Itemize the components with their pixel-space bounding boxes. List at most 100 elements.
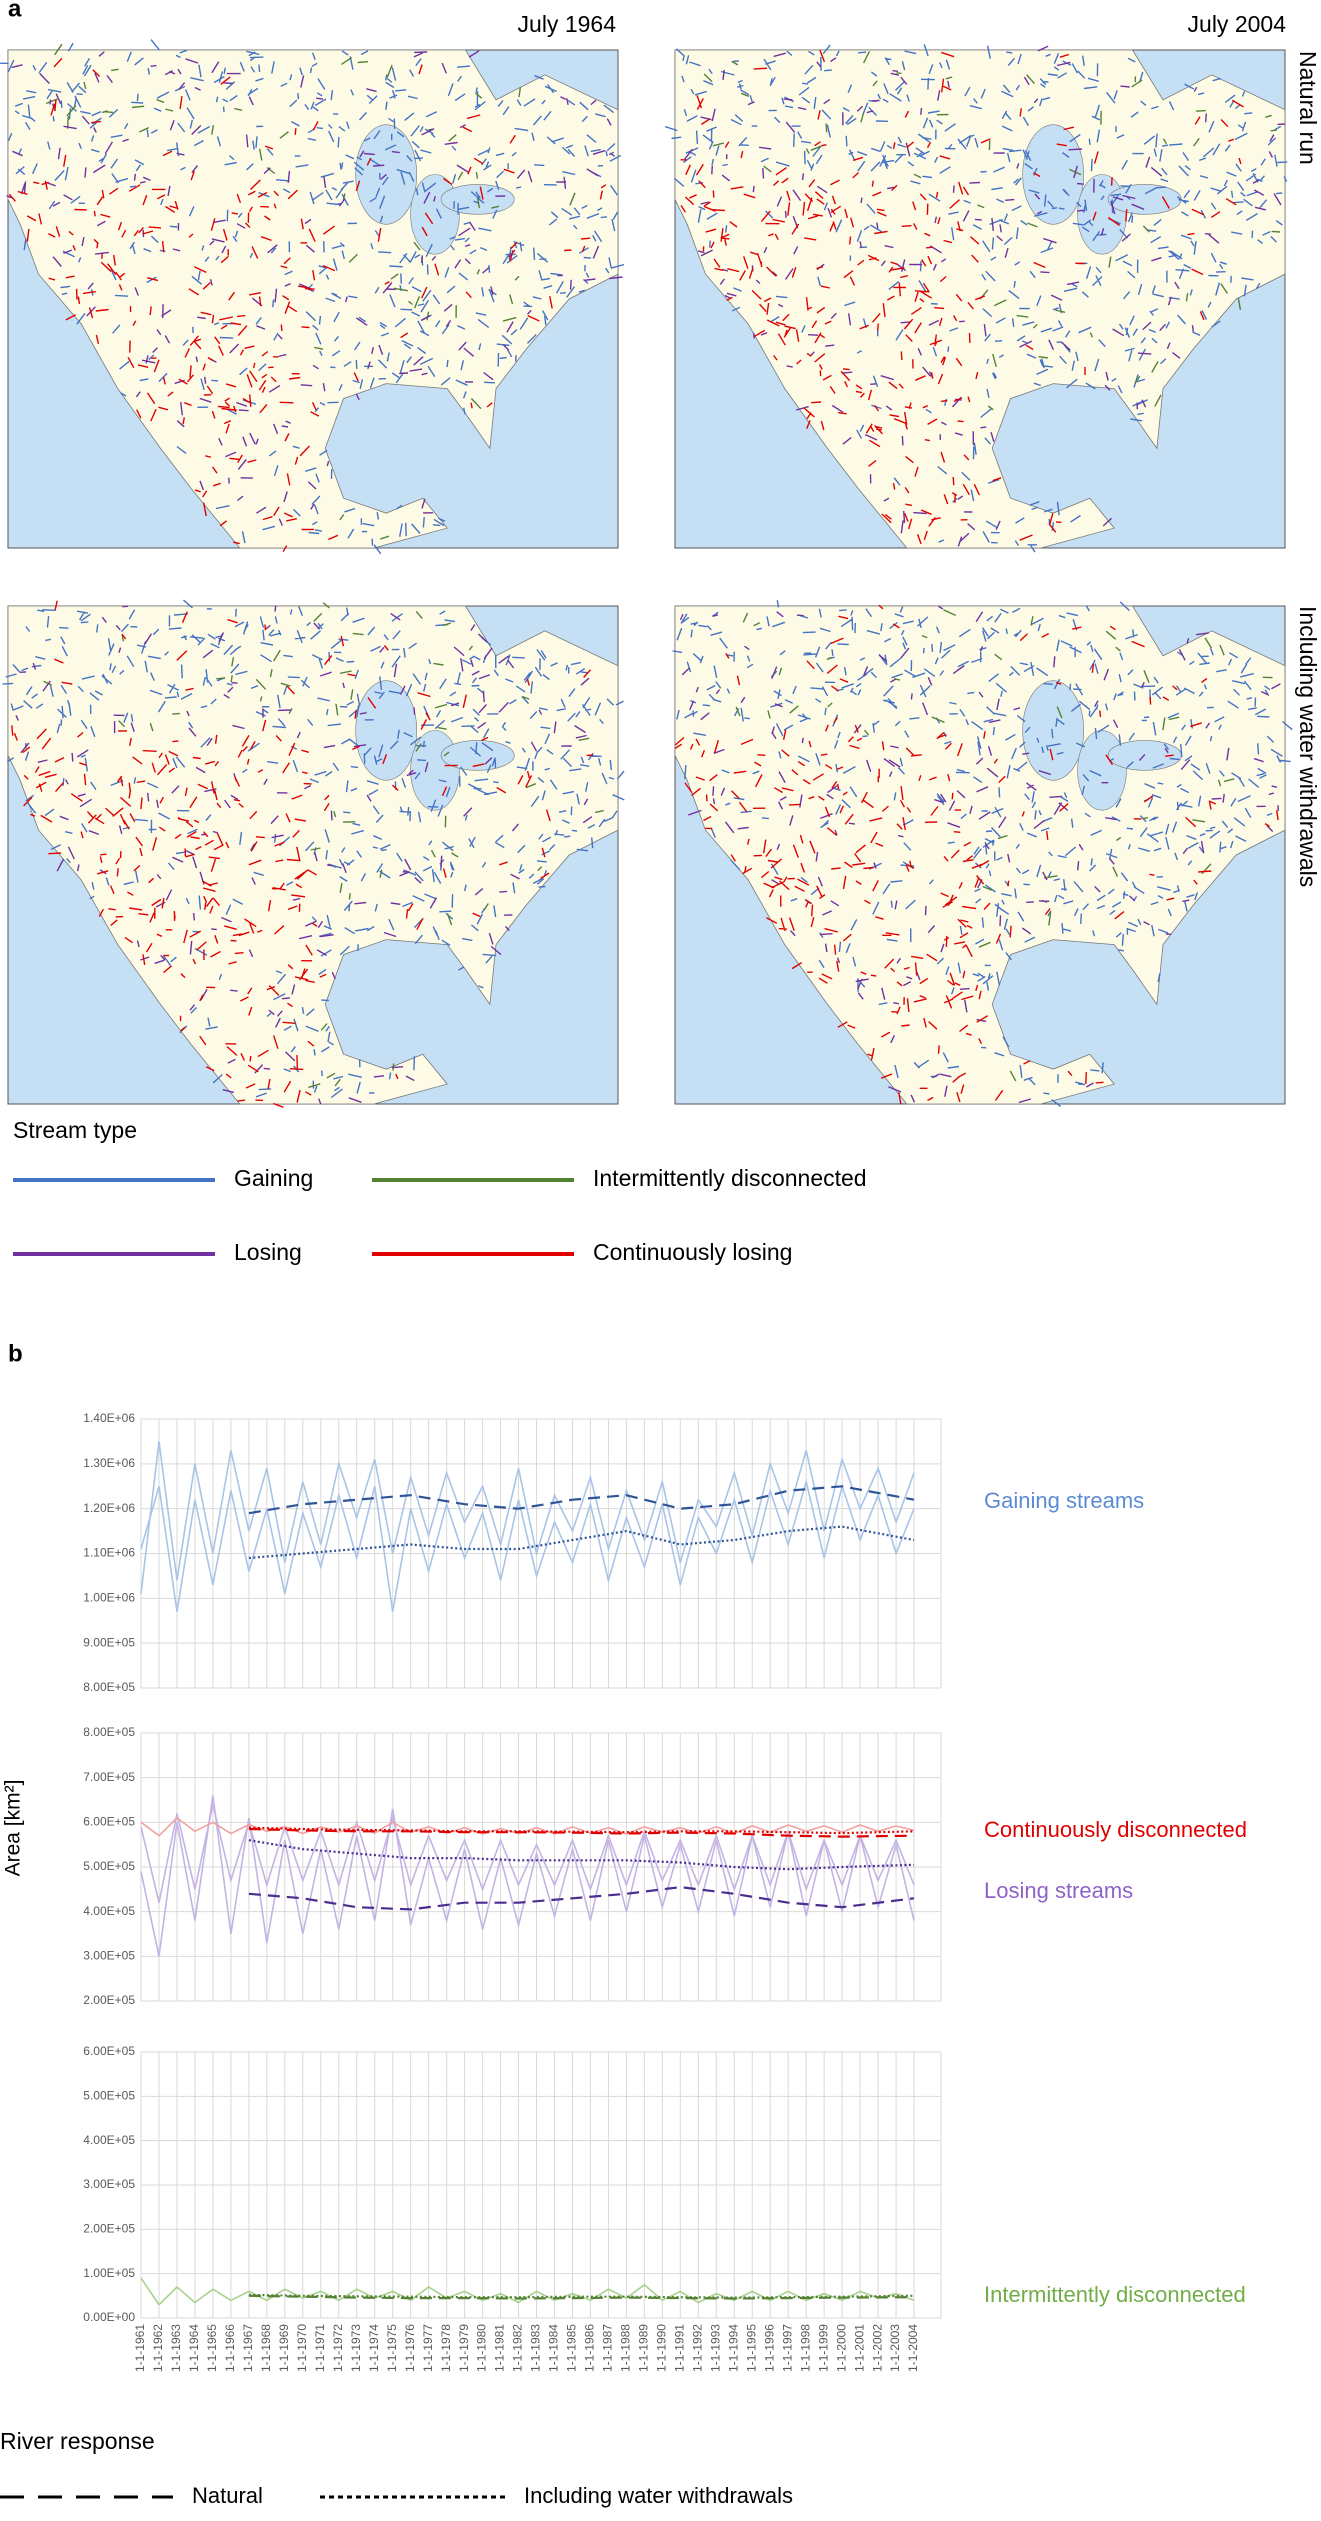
x-tick-label: 1-1-1968 (259, 2324, 273, 2372)
stream-lines (735, 609, 1273, 1082)
series-label: Gaining streams (984, 1488, 1144, 1513)
x-tick-label: 1-1-1995 (744, 2324, 758, 2372)
stream-lines (0, 39, 625, 555)
x-tick-label: 1-1-1970 (295, 2324, 309, 2372)
x-tick-label: 1-1-1982 (511, 2324, 525, 2372)
series-line (140, 1804, 915, 1903)
y-tick-label: 7.00E+05 (83, 1770, 135, 1784)
y-tick-label: 1.40E+06 (83, 1411, 135, 1425)
land (674, 605, 1286, 1105)
legend-label: Continuously losing (593, 1239, 792, 1265)
lake (410, 174, 460, 255)
legend-label: Gaining (234, 1165, 313, 1191)
y-tick-label: 3.00E+05 (83, 1949, 135, 1963)
x-tick-label: 1-1-1981 (493, 2324, 507, 2372)
x-tick-label: 1-1-1985 (565, 2324, 579, 2372)
map (0, 39, 625, 555)
x-tick-label: 1-1-1976 (403, 2324, 417, 2372)
row-title: Including water withdrawals (1295, 606, 1321, 887)
stream-lines (672, 600, 1293, 1107)
x-tick-label: 1-1-1962 (151, 2324, 165, 2372)
series-line (140, 1441, 915, 1594)
series-line (140, 1795, 915, 1957)
y-tick-label: 5.00E+05 (83, 1859, 135, 1873)
stream-lines (45, 43, 576, 540)
y-tick-label: 2.00E+05 (83, 1993, 135, 2007)
y-tick-label: 1.00E+05 (83, 2266, 135, 2280)
y-tick-label: 2.00E+05 (83, 2222, 135, 2236)
x-tick-label: 1-1-1991 (672, 2324, 686, 2372)
x-tick-label: 1-1-2003 (888, 2324, 902, 2372)
y-tick-label: 1.30E+06 (83, 1456, 135, 1470)
x-tick-label: 1-1-2000 (834, 2324, 848, 2372)
x-tick-label: 1-1-1963 (169, 2324, 183, 2372)
x-tick-label: 1-1-2002 (870, 2324, 884, 2372)
y-tick-label: 8.00E+05 (83, 1725, 135, 1739)
x-tick-label: 1-1-1967 (241, 2324, 255, 2372)
land (7, 605, 619, 1105)
lake (410, 730, 460, 811)
y-tick-label: 0.00E+00 (83, 2310, 135, 2324)
y-tick-label: 5.00E+05 (83, 2089, 135, 2103)
y-tick-label: 4.00E+05 (83, 2133, 135, 2147)
lake (355, 680, 418, 781)
series-line (248, 1827, 915, 1838)
x-tick-label: 1-1-1974 (367, 2324, 381, 2372)
legend-label: Including water withdrawals (524, 2483, 793, 2508)
x-tick-label: 1-1-1978 (439, 2324, 453, 2372)
x-tick-label: 1-1-1999 (816, 2324, 830, 2372)
series-line (248, 1525, 915, 1560)
x-tick-label: 1-1-1964 (187, 2324, 201, 2372)
chart: 2.00E+05 3.00E+05 4.00E+05 5.00E+05 6.00E+05… (83, 1725, 1247, 2007)
stream-lines (11, 600, 594, 1108)
series-line (248, 1885, 915, 1911)
stream-lines (674, 604, 1279, 1105)
x-tick-label: 1-1-2004 (906, 2324, 920, 2372)
x-tick-label: 1-1-1984 (547, 2324, 561, 2372)
x-tick-label: 1-1-1996 (762, 2324, 776, 2372)
column-title: July 2004 (1188, 11, 1287, 37)
chart: 1-1-1961 1-1-1962 1-1-1963 1-1-1964 1-1-1965… (83, 2044, 1245, 2372)
x-tick-label: 1-1-1997 (780, 2324, 794, 2372)
legend-label: Natural (192, 2483, 263, 2508)
stream-lines (680, 49, 1244, 545)
y-tick-label: 6.00E+05 (83, 1815, 135, 1829)
row-title: Natural run (1295, 51, 1321, 165)
lake (440, 740, 515, 771)
legend-title: Stream type (13, 1117, 137, 1143)
series-line (248, 2294, 915, 2300)
stream-lines (43, 602, 604, 1089)
series-line (248, 1485, 915, 1515)
series-label: Losing streams (984, 1878, 1133, 1903)
x-tick-label: 1-1-1988 (619, 2324, 633, 2372)
x-tick-label: 1-1-1998 (798, 2324, 812, 2372)
x-tick-label: 1-1-1966 (223, 2324, 237, 2372)
lake (1022, 124, 1084, 225)
x-tick-label: 1-1-1994 (726, 2324, 740, 2372)
map (2, 599, 625, 1108)
lake (1077, 730, 1127, 811)
legend-label: Intermittently disconnected (593, 1165, 867, 1191)
x-tick-label: 1-1-1983 (529, 2324, 543, 2372)
map (672, 600, 1293, 1107)
x-tick-label: 1-1-1965 (205, 2324, 219, 2372)
legend-title: River response (0, 2428, 155, 2454)
chart: 8.00E+05 9.00E+05 1.00E+06 1.10E+06 1.20E+06… (83, 1411, 1144, 1694)
stream-lines (684, 45, 1285, 547)
panel-label: a (8, 0, 22, 22)
x-tick-label: 1-1-1987 (601, 2324, 615, 2372)
map (664, 44, 1288, 553)
column-title: July 1964 (518, 11, 617, 37)
y-tick-label: 1.20E+06 (83, 1501, 135, 1515)
series-label: Continuously disconnected (984, 1817, 1247, 1842)
y-tick-label: 9.00E+05 (83, 1635, 135, 1649)
x-tick-label: 1-1-1973 (349, 2324, 363, 2372)
y-tick-label: 8.00E+05 (83, 1680, 135, 1694)
x-tick-label: 1-1-1972 (331, 2324, 345, 2372)
x-tick-label: 1-1-2001 (852, 2324, 866, 2372)
stream-lines (8, 57, 607, 553)
y-tick-label: 6.00E+05 (83, 2044, 135, 2058)
x-tick-label: 1-1-1992 (690, 2324, 704, 2372)
x-tick-label: 1-1-1986 (583, 2324, 597, 2372)
